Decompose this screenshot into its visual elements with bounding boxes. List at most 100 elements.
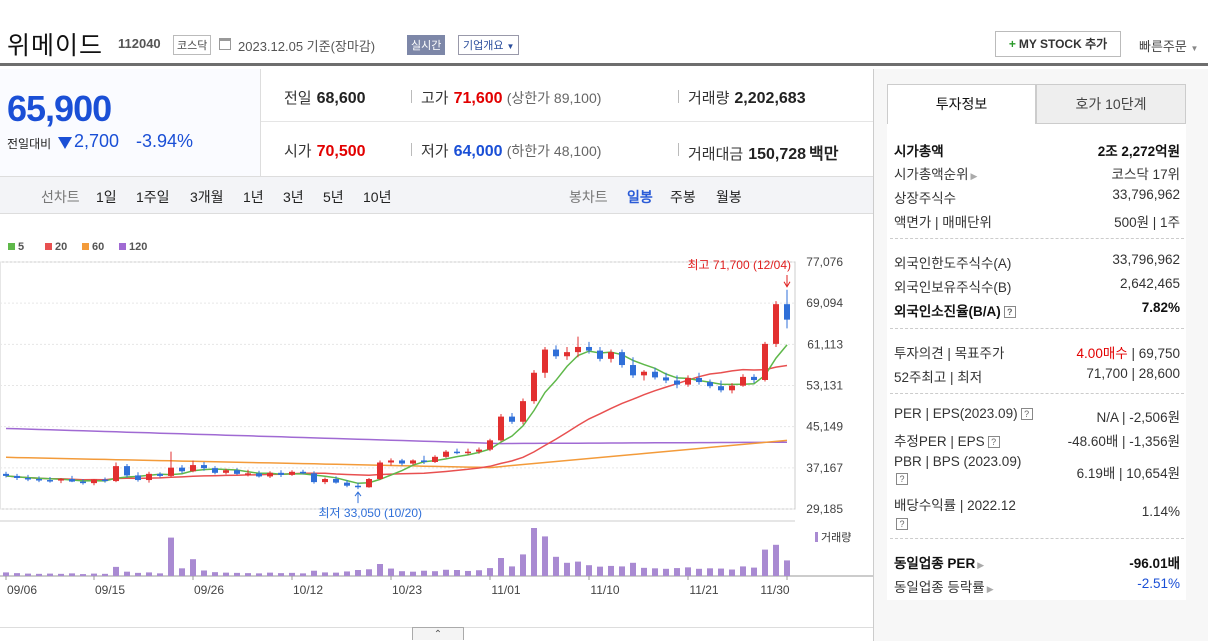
volume-bar [102,573,108,576]
volume-legend-swatch [815,532,818,542]
change-label: 전일대비 [7,137,52,151]
candle-body [36,479,42,481]
label: 액면가 | 매매단위 [894,215,992,230]
candle-body [520,401,526,422]
volume-bar [234,572,240,576]
divider [890,393,1184,394]
add-mystock-button[interactable]: + MY STOCK 추가 [995,31,1121,57]
value: 33,796,962 [1112,252,1180,267]
candle-body [641,371,647,376]
label: 시가총액순위 [894,167,969,182]
volume-bar [135,572,141,576]
candle-body [355,485,361,488]
legend-label: 60 [92,241,104,253]
chevron-right-icon: ▶ [986,584,994,594]
candle-body [531,372,537,402]
realtime-button[interactable]: 실시간 [407,35,446,55]
value: 코스닥 17위 [1111,167,1180,182]
market-badge: 코스닥 [173,35,212,55]
legend-swatch [82,243,89,250]
candle-body [47,480,53,482]
candle-body [311,473,317,483]
period-3m[interactable]: 3개월 [190,189,224,205]
candle-daily[interactable]: 일봉 [627,189,653,205]
candle-monthly[interactable]: 월봉 [716,189,742,205]
volume-bar [685,567,691,576]
candle-body [773,304,779,344]
value: 150,728 [748,146,807,163]
candle-body [542,349,548,373]
volume-bar [399,571,405,576]
volume-bar [36,573,42,576]
candle-body [69,479,75,482]
volume-bar [14,573,20,576]
candle-chart-label: 봉차트 [569,189,608,205]
divider [678,90,679,103]
candle-weekly[interactable]: 주봉 [670,189,696,205]
ma60-line [5,439,788,469]
help-icon[interactable]: ? [1003,306,1016,319]
candle-body [300,471,306,474]
label: 동일업종 PER [894,556,976,571]
info-row-foreign-limit: 외국인한도주식수(A) 33,796,962 [894,252,1180,272]
volume-bar [619,566,625,576]
ma120-line [5,427,788,445]
help-icon[interactable]: ? [896,518,908,531]
period-1w[interactable]: 1주일 [136,189,170,205]
x-tick-label: 09/26 [194,583,224,597]
info-row-industry-change[interactable]: 동일업종 등락률 ▶ -2.51% [894,576,1180,596]
volume-bar [366,569,372,576]
period-1y[interactable]: 1년 [243,189,264,205]
tab-hoga-10[interactable]: 호가 10단계 [1036,84,1186,124]
candle-body [91,479,97,484]
date-info: 2023.12.05 기준(장마감) [238,39,376,54]
value: 71,600 [453,90,503,107]
period-5y[interactable]: 5년 [323,189,344,205]
candle-body [135,475,141,481]
volume-bar [465,570,471,576]
label: PER | EPS(2023.09) [894,406,1018,421]
label: 시가총액 [894,144,944,159]
volume-bar [674,568,680,576]
quote-amount: 거래대금 150,728 백만 [688,140,839,164]
legend-label: 20 [55,241,67,253]
period-1d[interactable]: 1일 [96,189,117,205]
volume-bar [608,565,614,576]
info-row-cap-rank[interactable]: 시가총액순위 ▶ 코스닥 17위 [894,163,1180,183]
candle-body [784,304,790,320]
candle-body [124,466,130,476]
divider [411,143,412,156]
volume-bar [300,573,306,576]
candle-body [344,482,350,486]
company-overview-dropdown[interactable]: 기업개요 ▼ [458,35,520,55]
tab-invest-info[interactable]: 투자정보 [887,84,1036,124]
label: 추정PER | EPS [894,434,985,449]
price-box [0,69,261,176]
candle-body [377,462,383,480]
candle-body [498,416,504,441]
value: 33,796,962 [1112,187,1180,202]
divider [890,328,1184,329]
info-row-industry-per[interactable]: 동일업종 PER ▶ -96.01배 [894,552,1180,572]
info-row-dividend: 배당수익률 | 2022.12? 1.14% [894,494,1180,531]
max-annotation: 최고 71,700 (12/04) [688,258,791,272]
value: 70,500 [316,143,366,160]
plus-icon: + [1008,37,1016,51]
quick-order-dropdown[interactable]: 빠른주문 ▼ [1139,36,1198,55]
candle-body [597,350,603,359]
period-3y[interactable]: 3년 [283,189,304,205]
candle-body [663,377,669,381]
volume-bar [696,568,702,576]
info-row-52w: 52주최고 | 최저 71,700 | 28,600 [894,366,1180,386]
label: 거래대금 [688,146,744,163]
help-icon[interactable]: ? [1020,408,1033,421]
value: -2.51% [1137,576,1180,591]
candle-body [564,352,570,357]
price-chart[interactable]: 77,076 69,094 61,113 53,131 45,149 37,167 29,1… [0,230,873,610]
y-tick-label: 77,076 [806,255,843,269]
period-10y[interactable]: 10년 [363,189,392,205]
quote-low: 저가 64,000 (하한가 48,100) [421,140,601,161]
help-icon[interactable]: ? [896,473,908,486]
help-icon[interactable]: ? [987,436,1000,449]
chart-collapse-button[interactable]: ⌃ [412,627,464,640]
